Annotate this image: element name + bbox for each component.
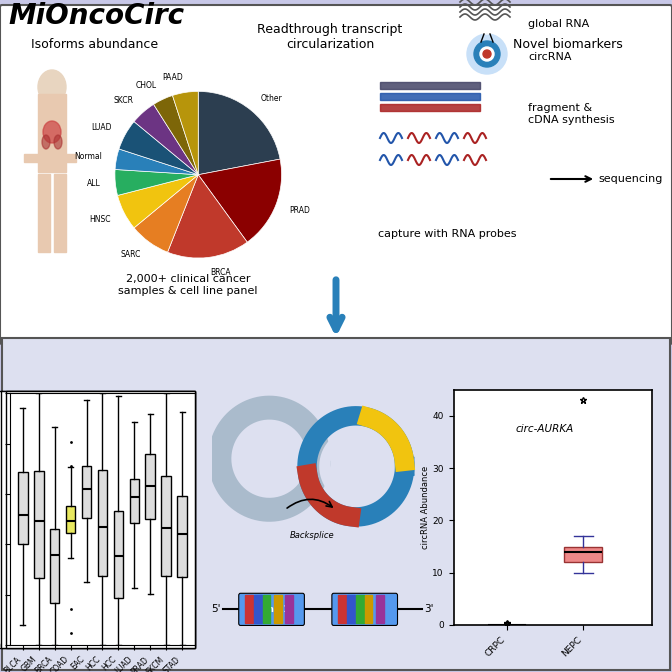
Circle shape: [483, 50, 491, 58]
Bar: [254, 595, 261, 624]
PathPatch shape: [66, 506, 75, 533]
Text: PAAD: PAAD: [162, 73, 183, 82]
Text: 5': 5': [212, 604, 221, 614]
PathPatch shape: [97, 470, 108, 576]
Text: Normal: Normal: [74, 152, 101, 161]
Wedge shape: [115, 149, 198, 175]
Bar: [380, 104, 480, 111]
Text: CHOL: CHOL: [135, 81, 157, 90]
Text: Gene 2: Gene 2: [347, 605, 382, 614]
Text: Backsplice: Backsplice: [289, 531, 334, 540]
PathPatch shape: [177, 497, 187, 577]
Text: LUAD: LUAD: [91, 123, 112, 132]
Wedge shape: [134, 175, 198, 252]
Bar: [24, 154, 38, 162]
Bar: [365, 595, 372, 624]
Ellipse shape: [42, 135, 50, 149]
PathPatch shape: [161, 476, 171, 577]
PathPatch shape: [82, 466, 91, 518]
Bar: [274, 595, 282, 624]
Text: Isoforms abundance: Isoforms abundance: [32, 38, 159, 51]
PathPatch shape: [114, 511, 123, 598]
FancyBboxPatch shape: [7, 390, 195, 648]
Ellipse shape: [38, 70, 66, 104]
Text: Novel biomarkers: Novel biomarkers: [513, 38, 623, 51]
Circle shape: [467, 34, 507, 74]
PathPatch shape: [50, 529, 59, 603]
FancyBboxPatch shape: [0, 5, 672, 344]
Text: BRCA: BRCA: [210, 267, 231, 277]
Bar: [338, 595, 346, 624]
Bar: [376, 595, 384, 624]
Text: 3': 3': [424, 604, 433, 614]
Bar: [263, 595, 270, 624]
Bar: [356, 595, 364, 624]
Text: fragment &
cDNA synthesis: fragment & cDNA synthesis: [528, 103, 615, 125]
Text: PRAD: PRAD: [290, 206, 310, 216]
Wedge shape: [119, 122, 198, 175]
Wedge shape: [115, 169, 198, 196]
Text: SARC: SARC: [120, 250, 140, 259]
PathPatch shape: [34, 471, 44, 578]
Bar: [380, 93, 480, 100]
Bar: [380, 82, 480, 89]
Bar: [38, 174, 50, 252]
Text: sequencing: sequencing: [598, 174, 663, 184]
Bar: [285, 595, 292, 624]
Text: circ-AURKA: circ-AURKA: [516, 423, 574, 433]
Text: capture with RNA probes: capture with RNA probes: [378, 229, 517, 239]
Circle shape: [474, 41, 500, 67]
PathPatch shape: [564, 546, 602, 562]
Text: HNSC: HNSC: [89, 215, 111, 224]
Text: Gene 1: Gene 1: [254, 605, 290, 614]
Bar: [245, 595, 253, 624]
Text: ALL: ALL: [87, 179, 100, 188]
Wedge shape: [198, 91, 280, 175]
Text: SKCR: SKCR: [113, 97, 133, 106]
PathPatch shape: [130, 478, 139, 523]
Wedge shape: [167, 175, 247, 258]
Wedge shape: [173, 91, 198, 175]
Wedge shape: [198, 159, 282, 242]
Wedge shape: [118, 175, 198, 228]
Wedge shape: [154, 95, 198, 175]
Bar: [62, 154, 76, 162]
Ellipse shape: [43, 121, 61, 143]
Bar: [347, 595, 355, 624]
Wedge shape: [134, 104, 198, 175]
Bar: [2, 338, 670, 670]
PathPatch shape: [18, 472, 28, 544]
Text: global RNA: global RNA: [528, 19, 589, 29]
Bar: [38, 94, 66, 172]
Text: Readthrough transcript
circularization: Readthrough transcript circularization: [257, 23, 403, 51]
Y-axis label: circRNA Abundance: circRNA Abundance: [421, 466, 429, 549]
Text: MiOncoCirc: MiOncoCirc: [8, 2, 184, 30]
Circle shape: [480, 47, 494, 61]
Ellipse shape: [54, 135, 62, 149]
PathPatch shape: [146, 454, 155, 519]
FancyBboxPatch shape: [1, 390, 195, 648]
Text: 2,000+ clinical cancer
samples & cell line panel: 2,000+ clinical cancer samples & cell li…: [118, 274, 258, 296]
Text: Other: Other: [261, 95, 283, 103]
FancyBboxPatch shape: [239, 593, 304, 626]
FancyBboxPatch shape: [332, 593, 398, 626]
FancyBboxPatch shape: [0, 390, 195, 648]
Bar: [54, 174, 66, 252]
Text: circRNA: circRNA: [528, 52, 571, 62]
